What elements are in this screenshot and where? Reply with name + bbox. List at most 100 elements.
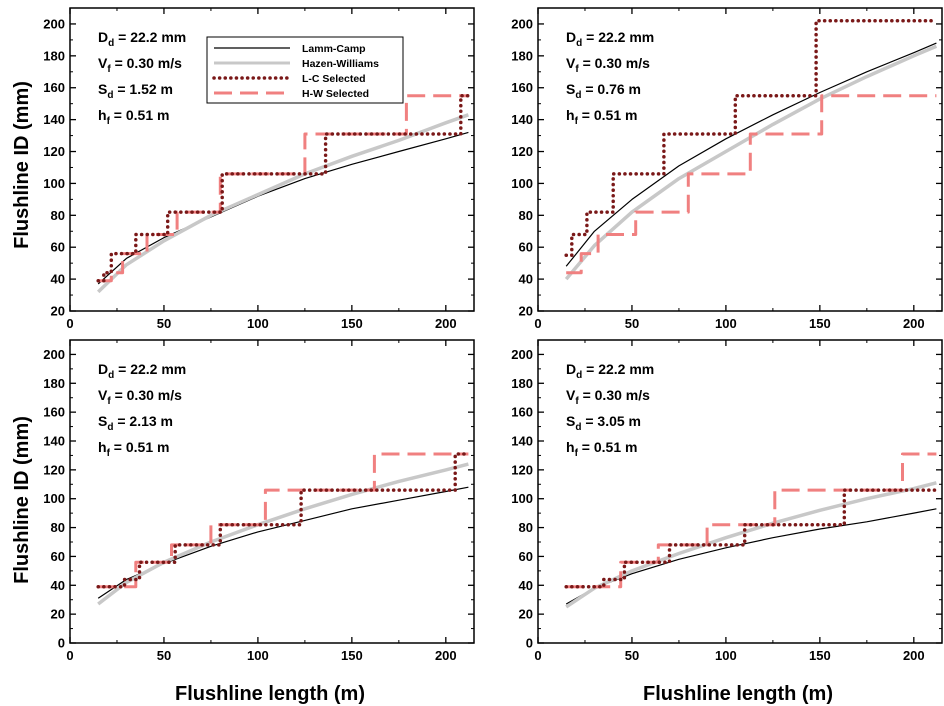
x-axis-label-left: Flushline length (m) — [175, 683, 365, 705]
y-tick-label: 40 — [51, 272, 65, 287]
plot-frame — [69, 7, 475, 312]
x-tick-label: 200 — [435, 648, 457, 663]
y-tick-label: 20 — [51, 607, 65, 622]
y-tick-label: 200 — [511, 16, 533, 31]
series-line-h-w-selected — [566, 452, 937, 589]
series-line-l-c-selected — [96, 93, 471, 283]
y-tick-label: 200 — [511, 347, 533, 362]
panels: 0 50 100 150 20020406080100120140160180200Dd… — [43, 7, 943, 663]
parameter-annotation: Dd = 22.2 mm — [566, 29, 654, 49]
series-line-hazen-williams — [97, 462, 469, 606]
y-axis-label-bottom: Flushline ID (mm) — [11, 416, 33, 584]
parameter-annotation: Sd = 2.13 m — [98, 413, 173, 433]
chart-panel-top-left: 0 50 100 150 200 20 40 60 80 100 120 140 160 180 200 Dd… — [43, 7, 475, 331]
y-tick-label: 160 — [43, 80, 65, 95]
y-tick-label: 100 — [43, 176, 65, 191]
y-tick-label: 120 — [43, 144, 65, 159]
x-tick-label: 50 — [157, 316, 171, 331]
y-tick-label: 200 — [43, 16, 65, 31]
parameter-annotation: Vf = 0.30 m/s — [98, 387, 182, 407]
parameter-annotation: hf = 0.51 m — [98, 439, 169, 459]
x-tick-label: 0 — [66, 648, 73, 663]
parameter-annotation: Dd = 22.2 mm — [98, 29, 186, 49]
y-tick-label: 60 — [519, 549, 533, 564]
y-tick-label: 120 — [43, 462, 65, 477]
series-line-h-w-selected — [98, 452, 469, 589]
x-tick-label: 150 — [809, 648, 831, 663]
y-tick-label: 180 — [511, 376, 533, 391]
x-tick-label: 150 — [341, 648, 363, 663]
legend: Lamm-Camp Hazen-Williams L-C Selected H-W S… — [206, 36, 404, 104]
series-line-l-c-selected — [564, 19, 939, 257]
parameter-annotation: Vf = 0.30 m/s — [566, 387, 650, 407]
y-tick-label: 120 — [511, 144, 533, 159]
y-tick-label: 80 — [51, 520, 65, 535]
y-tick-label: 60 — [519, 240, 533, 255]
y-tick-label: 80 — [519, 520, 533, 535]
y-tick-label: 200 — [43, 347, 65, 362]
y-tick-label: 140 — [43, 112, 65, 127]
y-tick-label: 20 — [519, 304, 533, 319]
y-tick-label: 160 — [43, 405, 65, 420]
x-tick-label: 200 — [435, 316, 457, 331]
series-line-h-w-selected — [98, 94, 469, 283]
y-tick-label: 140 — [43, 434, 65, 449]
y-tick-label: 180 — [511, 48, 533, 63]
plot-frame — [537, 7, 943, 312]
y-tick-label: 60 — [51, 240, 65, 255]
legend-label: Lamm-Camp — [302, 43, 366, 55]
chart-panel-top-right: 0 50 100 150 200 20 40 60 80 100 120 140 160 180 200 Dd… — [511, 7, 943, 331]
x-tick-label: 150 — [341, 316, 363, 331]
y-axis-label-top: Flushline ID (mm) — [11, 81, 33, 249]
parameter-annotation: hf = 0.51 m — [566, 439, 637, 459]
x-tick-label: 50 — [625, 316, 639, 331]
parameter-annotation: Sd = 0.76 m — [566, 81, 641, 101]
parameter-annotation: Dd = 22.2 mm — [98, 361, 186, 381]
y-tick-label: 120 — [511, 462, 533, 477]
parameter-annotation: hf = 0.51 m — [98, 107, 169, 127]
y-tick-label: 20 — [519, 607, 533, 622]
y-tick-label: 140 — [511, 112, 533, 127]
y-tick-label: 140 — [511, 434, 533, 449]
y-tick-label: 180 — [43, 376, 65, 391]
y-tick-label: 40 — [519, 578, 533, 593]
parameter-annotation: Dd = 22.2 mm — [566, 361, 654, 381]
x-tick-label: 100 — [715, 648, 737, 663]
x-tick-label: 200 — [903, 316, 925, 331]
y-tick-label: 20 — [51, 304, 65, 319]
series-line-lamm-camp — [565, 42, 937, 267]
y-tick-label: 180 — [43, 48, 65, 63]
y-tick-label: 100 — [511, 176, 533, 191]
x-tick-label: 200 — [903, 648, 925, 663]
series-line-lamm-camp — [97, 131, 469, 285]
series-line-hazen-williams — [565, 481, 937, 609]
x-tick-label: 150 — [809, 316, 831, 331]
y-tick-label: 80 — [519, 208, 533, 223]
y-tick-label: 0 — [526, 636, 533, 651]
series-line-hazen-williams — [96, 113, 469, 294]
parameter-annotation: Vf = 0.30 m/s — [566, 55, 650, 75]
series-line-lamm-camp — [97, 486, 469, 599]
y-tick-label: 160 — [511, 80, 533, 95]
x-tick-label: 0 — [66, 316, 73, 331]
parameter-annotation: Vf = 0.30 m/s — [98, 55, 182, 75]
legend-label: H-W Selected — [302, 88, 369, 100]
chart-panel-bottom-left: 0 50 100 150 200 0 20 40 60 80 100 120 140 160 180 200 D… — [43, 339, 475, 663]
parameter-annotation: hf = 0.51 m — [566, 107, 637, 127]
legend-label: Hazen-Williams — [302, 58, 379, 70]
y-tick-label: 80 — [51, 208, 65, 223]
parameter-annotation: Sd = 1.52 m — [98, 81, 173, 101]
plot-frame — [69, 339, 475, 644]
series-line-l-c-selected — [96, 452, 471, 589]
y-tick-label: 40 — [51, 578, 65, 593]
series-line-h-w-selected — [566, 94, 937, 275]
y-tick-label: 60 — [51, 549, 65, 564]
x-tick-label: 0 — [534, 316, 541, 331]
y-tick-label: 40 — [519, 272, 533, 287]
x-tick-label: 50 — [625, 648, 639, 663]
series-line-l-c-selected — [564, 488, 939, 589]
x-tick-label: 100 — [247, 648, 269, 663]
parameter-annotation: Sd = 3.05 m — [566, 413, 641, 433]
y-tick-label: 160 — [511, 405, 533, 420]
